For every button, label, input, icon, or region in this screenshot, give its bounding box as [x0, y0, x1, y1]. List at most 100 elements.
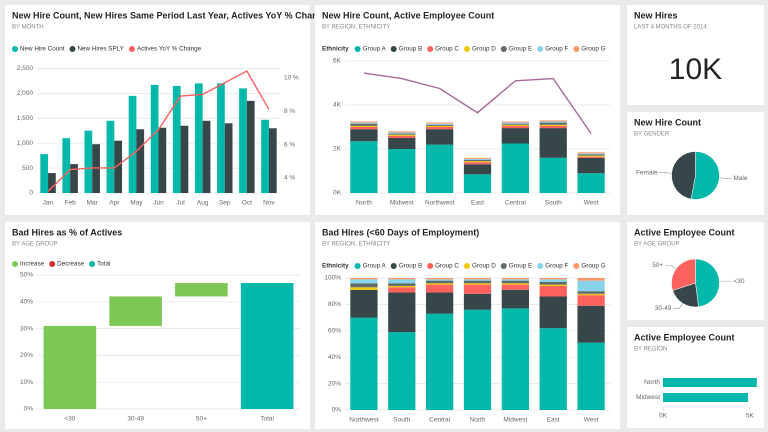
- bar-segment: [350, 141, 378, 193]
- y-tick-label: 2,000: [17, 90, 34, 97]
- bar: [224, 123, 233, 193]
- tile: [627, 327, 764, 428]
- pie-label: 30-49: [655, 305, 672, 312]
- x-tick-label: Apr: [109, 200, 120, 207]
- x-tick-label: North: [470, 417, 486, 424]
- tile-title: New Hire Count, New Hires Same Period La…: [12, 10, 328, 20]
- bar-segment: [539, 122, 567, 125]
- legend-marker: [354, 263, 361, 269]
- x-tick-label: 50+: [196, 416, 207, 423]
- pie-label: <30: [733, 278, 744, 285]
- x-tick-label: Jul: [176, 200, 185, 207]
- bar-segment: [426, 124, 454, 126]
- bar-segment: [539, 284, 567, 286]
- x-tick-label: West: [584, 200, 599, 207]
- x-tick-label: South: [393, 417, 410, 424]
- x-tick-label: May: [130, 200, 143, 207]
- legend-marker: [537, 263, 544, 269]
- legend-marker: [390, 263, 397, 269]
- bar-segment: [577, 342, 605, 410]
- bar: [194, 83, 203, 193]
- legend-marker: [427, 263, 434, 269]
- y-tick-label: 20%: [20, 352, 33, 359]
- legend-marker: [573, 263, 580, 269]
- tile-title: Active Employee Count: [634, 332, 735, 342]
- x-tick-label: Jun: [153, 200, 164, 207]
- legend-marker: [500, 46, 507, 52]
- bar-segment: [463, 161, 492, 163]
- bar-segment: [577, 173, 605, 193]
- bar-segment: [463, 284, 492, 294]
- bar-segment: [501, 279, 529, 281]
- bar-segment: [463, 157, 492, 159]
- bar-segment: [350, 125, 378, 127]
- tile-subtitle: BY AGE GROUP: [12, 242, 58, 248]
- bar-segment: [426, 127, 454, 130]
- bar-segment: [501, 283, 529, 285]
- legend-marker: [128, 46, 135, 52]
- legend-marker: [354, 46, 361, 52]
- bar-segment: [463, 283, 492, 285]
- legend-label: Group C: [435, 46, 459, 53]
- x-tick-label: Aug: [197, 200, 209, 207]
- bar-segment: [577, 280, 605, 292]
- legend-label: Group F: [545, 46, 568, 53]
- bar-segment: [539, 278, 567, 280]
- bar: [246, 100, 255, 193]
- legend-marker: [537, 46, 544, 52]
- x-tick-label: North: [356, 200, 372, 207]
- bar-segment: [426, 125, 454, 127]
- x-tick-label: West: [584, 417, 599, 424]
- tile: [627, 5, 764, 105]
- legend-marker: [12, 261, 18, 267]
- bar-segment: [539, 328, 567, 410]
- x-tick-label: <30: [64, 416, 75, 423]
- y-tick-label: 40%: [328, 354, 341, 361]
- bar-segment: [539, 281, 567, 285]
- legend-title: Ethnicity: [322, 263, 349, 270]
- legend-label: New Hire Count: [20, 46, 65, 53]
- bar-segment: [426, 144, 454, 193]
- y-tick-label: Midwest: [636, 394, 660, 401]
- bar-segment: [577, 291, 605, 294]
- legend-label: Group A: [363, 263, 387, 270]
- bar-segment: [388, 135, 416, 138]
- bar-segment: [577, 152, 605, 154]
- bar-segment: [577, 157, 605, 174]
- bar-segment: [577, 156, 605, 158]
- y-tick-label: 6 %: [284, 141, 295, 148]
- bar-segment: [539, 124, 567, 126]
- y-tick-label: 6K: [333, 58, 342, 65]
- bar: [84, 130, 93, 193]
- leader-line: [659, 172, 672, 174]
- bar-segment: [426, 284, 454, 293]
- bar-segment: [539, 121, 567, 123]
- bar-segment: [463, 158, 492, 160]
- legend-marker: [463, 46, 470, 52]
- bar: [239, 88, 247, 193]
- tile-title: Bad Hires as % of Actives: [12, 227, 122, 237]
- legend-label: Group B: [399, 263, 422, 270]
- bar-segment: [463, 162, 492, 165]
- legend-marker: [427, 46, 434, 52]
- tile-subtitle: BY MONTH: [12, 25, 44, 31]
- pie-slice: [690, 151, 720, 200]
- x-tick-label: Midwest: [503, 417, 527, 424]
- tile-subtitle: BY REGION, ETHNICITY: [322, 242, 390, 248]
- bar-segment: [539, 285, 567, 297]
- bar-segment: [501, 143, 529, 193]
- tile-title: Active Employee Count: [634, 227, 735, 237]
- x-tick-label: Oct: [242, 200, 252, 207]
- legend-label: Group F: [545, 263, 568, 270]
- tile-subtitle: BY REGION: [634, 347, 667, 353]
- y-tick-label: North: [644, 379, 660, 386]
- bar-segment: [463, 174, 492, 193]
- bar-segment: [388, 138, 416, 149]
- x-tick-label: Northwest: [349, 417, 378, 424]
- x-tick-label: South: [545, 200, 562, 207]
- bar: [114, 140, 123, 193]
- legend-label: Increase: [20, 261, 45, 268]
- bar-segment: [539, 157, 567, 193]
- legend-label: Group E: [509, 263, 532, 270]
- legend-label: Group A: [363, 46, 387, 53]
